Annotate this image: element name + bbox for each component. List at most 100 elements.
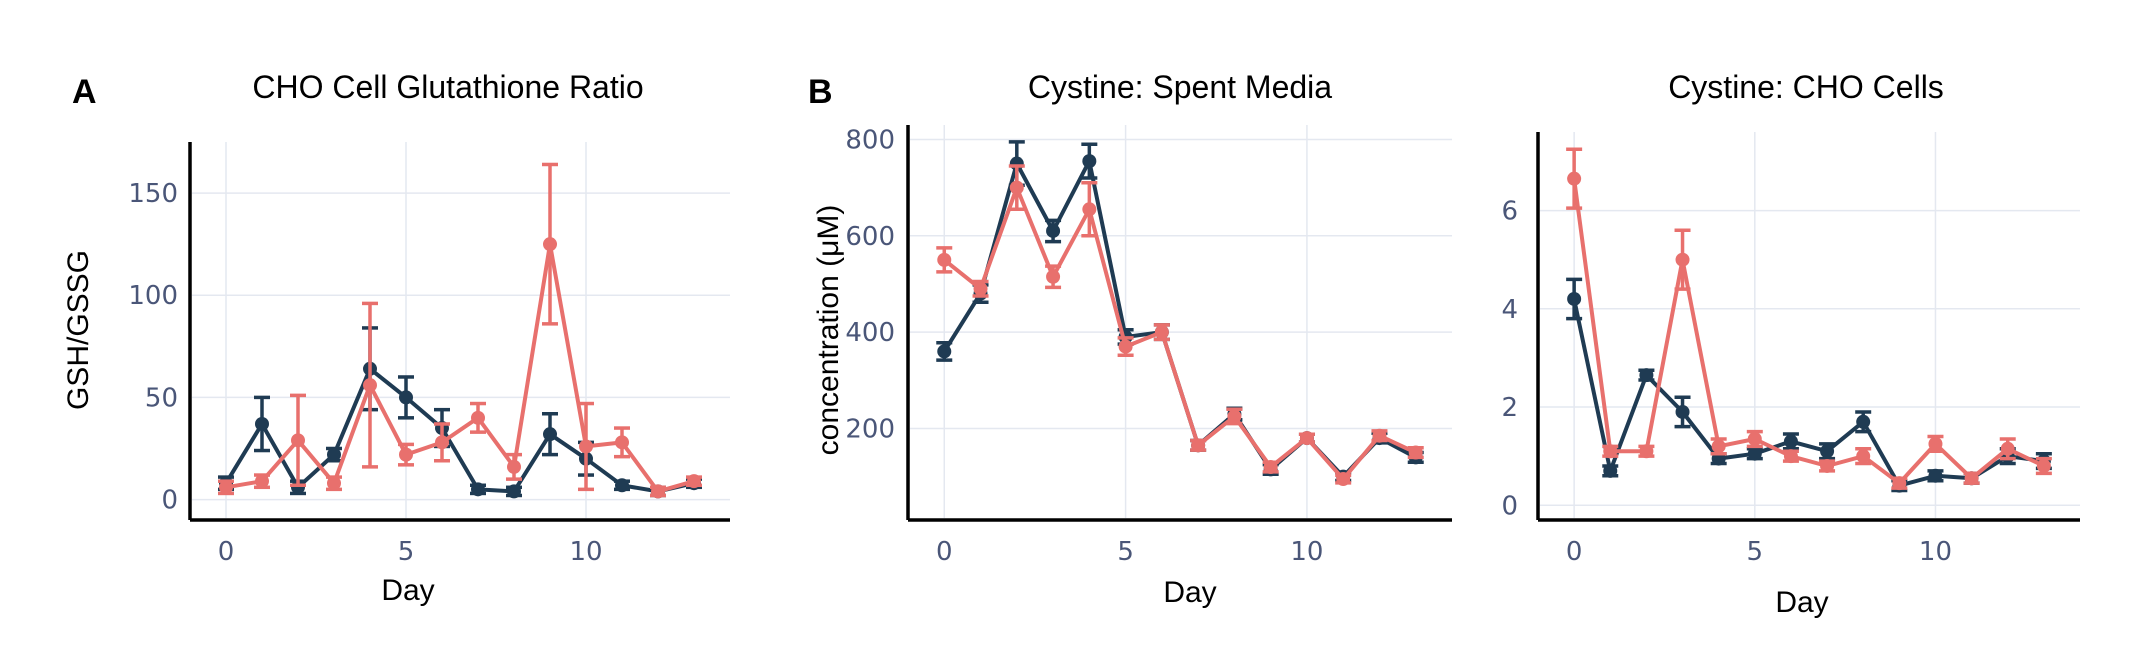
data-point (1227, 409, 1242, 424)
data-point (1928, 468, 1943, 483)
data-point (615, 435, 629, 450)
y-tick-label: 50 (145, 383, 178, 413)
data-point (1783, 434, 1798, 449)
series-2 (218, 162, 702, 499)
y-axis-title: concentration (μM) (812, 205, 845, 456)
series-1 (936, 140, 1424, 484)
data-point (399, 390, 413, 405)
data-point (1567, 171, 1582, 186)
x-tick-label: 5 (1747, 537, 1764, 567)
y-tick-label: 6 (1501, 197, 1518, 227)
x-tick-label: 0 (218, 537, 235, 567)
x-tick-label: 5 (398, 537, 415, 567)
series-line (1572, 178, 2045, 486)
data-point (1009, 180, 1024, 195)
data-point (1046, 269, 1061, 284)
y-tick-label: 400 (845, 318, 895, 348)
data-point (471, 410, 485, 425)
data-point (1856, 414, 1871, 429)
data-point (1820, 458, 1835, 473)
data-point (1820, 444, 1835, 459)
data-point (1082, 154, 1097, 169)
y-tick-label: 100 (128, 281, 178, 311)
chart-3: 0 5 10 0 2 4 6 Cystine: CHO Cells Day (1501, 69, 2080, 619)
data-point (543, 237, 557, 252)
y-axis-title: GSH/GSSG (62, 250, 95, 410)
x-tick-label: 10 (1919, 537, 1952, 567)
x-axis-title: Day (381, 574, 434, 607)
y-tick-label: 150 (128, 179, 178, 209)
chart-2: 0 5 10 200 400 600 800 Cystine: Spent Media Day c… (812, 69, 1452, 609)
y-tick-label: 200 (845, 414, 895, 444)
x-tick-label: 10 (569, 537, 602, 567)
data-point (1711, 439, 1726, 454)
data-point (579, 439, 593, 454)
y-tick-label: 600 (845, 222, 895, 252)
x-tick-label: 0 (936, 537, 953, 567)
data-point (1639, 444, 1654, 459)
x-tick-label: 10 (1290, 537, 1323, 567)
data-point (507, 459, 521, 474)
data-point (1567, 291, 1582, 306)
chart-title: Cystine: CHO Cells (1668, 69, 1944, 105)
data-point (255, 416, 269, 431)
data-point (543, 427, 557, 442)
y-tick-label: 2 (1501, 393, 1518, 423)
data-point (435, 435, 449, 450)
data-point (363, 378, 377, 393)
x-tick-label: 5 (1117, 537, 1134, 567)
data-point (219, 480, 233, 495)
data-point (615, 478, 629, 493)
data-point (1964, 471, 1979, 486)
data-point (1675, 404, 1690, 419)
data-point (1299, 431, 1314, 446)
x-tick-label: 0 (1566, 537, 1583, 567)
data-point (1928, 436, 1943, 451)
data-point (471, 482, 485, 497)
data-point (1639, 368, 1654, 383)
data-point (1263, 460, 1278, 475)
panel-label-b: B (808, 73, 833, 111)
data-point (1856, 449, 1871, 464)
data-point (1372, 428, 1387, 443)
data-point (1408, 445, 1423, 460)
data-point (291, 433, 305, 448)
data-point (2036, 458, 2051, 473)
data-point (507, 484, 521, 499)
data-point (1118, 339, 1133, 354)
series-line (943, 185, 1417, 482)
data-point (1082, 202, 1097, 217)
x-axis-title: Day (1163, 576, 1216, 609)
data-point (1603, 444, 1618, 459)
data-point (1336, 472, 1351, 487)
data-point (327, 447, 341, 462)
y-tick-label: 0 (1501, 491, 1518, 521)
y-tick-label: 0 (161, 486, 178, 516)
chart-title: Cystine: Spent Media (1028, 69, 1332, 105)
data-point (937, 344, 952, 359)
y-tick-label: 4 (1501, 295, 1518, 325)
data-point (1603, 463, 1618, 478)
data-point (2000, 441, 2015, 456)
data-point (1046, 223, 1061, 238)
data-point (651, 484, 665, 499)
data-point (1747, 431, 1762, 446)
data-point (1783, 449, 1798, 464)
series-2 (1566, 147, 2052, 491)
series-1 (218, 326, 702, 499)
chart-title: CHO Cell Glutathione Ratio (252, 69, 643, 105)
data-point (327, 476, 341, 491)
series-2 (936, 164, 1424, 487)
y-tick-label: 800 (845, 125, 895, 155)
data-point (1747, 446, 1762, 461)
panel-label-a: A (72, 73, 97, 111)
data-point (399, 447, 413, 462)
series-line (225, 242, 695, 494)
data-point (1892, 476, 1907, 491)
x-axis-title: Day (1775, 586, 1828, 619)
data-point (255, 474, 269, 489)
data-point (1191, 438, 1206, 453)
